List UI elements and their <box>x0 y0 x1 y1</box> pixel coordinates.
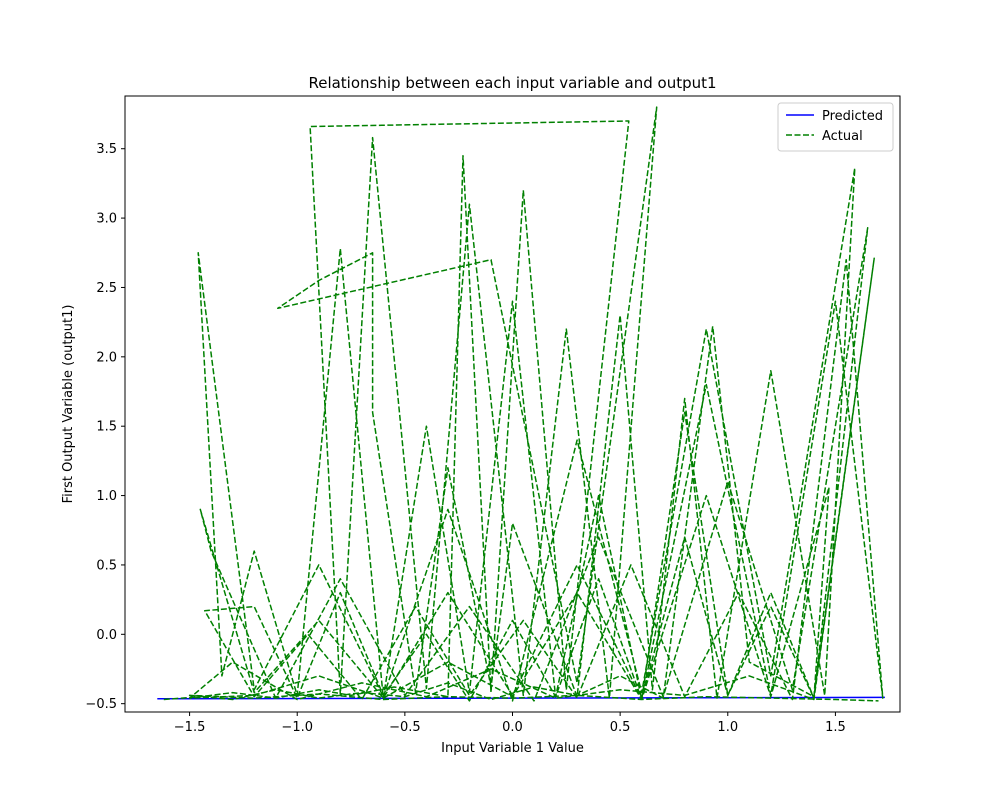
legend-label-predicted: Predicted <box>822 109 883 124</box>
legend: Predicted Actual <box>777 102 894 152</box>
x-tick-label: 1.5 <box>825 720 846 735</box>
x-tick-label: −1.0 <box>281 720 313 735</box>
y-tick-label: 0.0 <box>96 628 117 643</box>
axis-layer: −1.5 −1.0 −0.5 0.0 0.5 1.0 1.5 −0.5 0.0 0.5 1.0 1.5… <box>85 142 845 735</box>
y-tick-label: 1.0 <box>96 489 117 504</box>
x-tick-label: −1.5 <box>174 720 206 735</box>
x-tick-label: −0.5 <box>389 720 421 735</box>
x-tick-label: 0.0 <box>502 720 523 735</box>
y-tick-label: 2.5 <box>96 281 117 296</box>
plot-area <box>125 96 900 712</box>
chart-title: Relationship between each input variable… <box>308 74 716 92</box>
x-tick-label: 0.5 <box>610 720 631 735</box>
series-line-actual <box>163 106 884 702</box>
y-tick-label: −0.5 <box>85 697 117 712</box>
y-tick-label: 3.5 <box>96 142 117 157</box>
y-tick-label: 0.5 <box>96 558 117 573</box>
y-tick-label: 2.0 <box>96 350 117 365</box>
y-axis-label: First Output Variable (output1) <box>61 305 76 504</box>
x-axis-label: Input Variable 1 Value <box>441 741 584 756</box>
x-tick-label: 1.0 <box>717 720 738 735</box>
legend-label-actual: Actual <box>822 129 863 144</box>
y-tick-label: 1.5 <box>96 420 117 435</box>
series-layer <box>157 106 885 702</box>
y-tick-label: 3.0 <box>96 212 117 227</box>
